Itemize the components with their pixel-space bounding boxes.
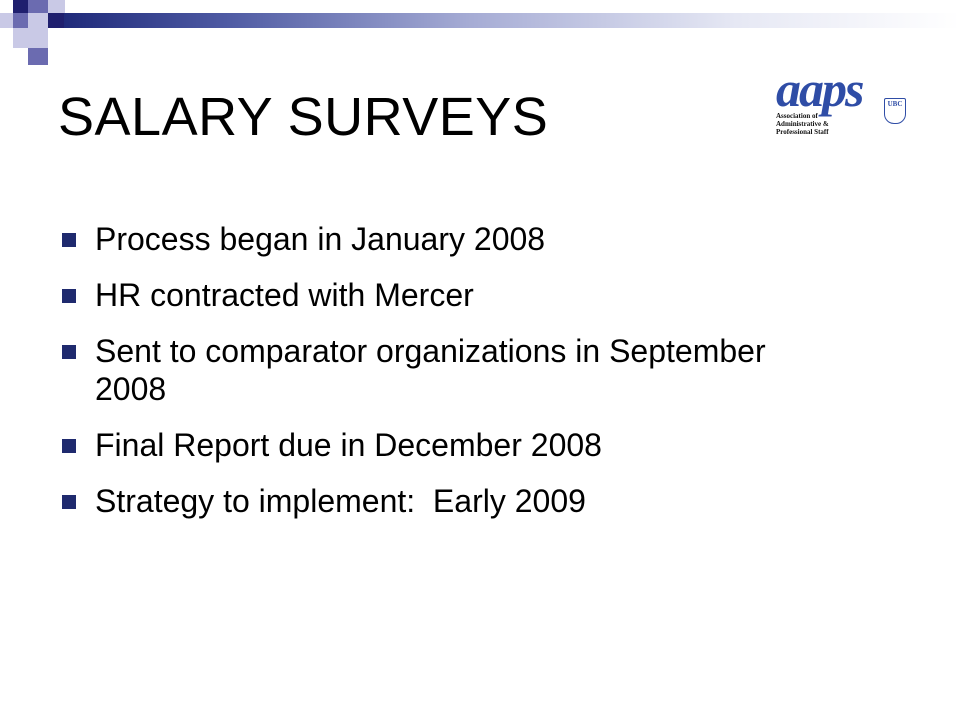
bullet-item: Process began in January 2008 [62, 220, 922, 258]
bullet-text: Strategy to implement: Early 2009 [95, 483, 586, 519]
square-bullet-icon [62, 439, 76, 453]
square-bullet-icon [62, 289, 76, 303]
slide-title: SALARY SURVEYS [58, 87, 549, 147]
aaps-logo: aaps UBC Association of Administrative &… [776, 61, 928, 148]
logo-subtitle-line: Professional Staff [776, 128, 829, 136]
bullet-list: Process began in January 2008 HR contrac… [62, 220, 922, 538]
corner-square-5 [13, 13, 28, 28]
logo-subtitle-line: Administrative & [776, 120, 829, 128]
bullet-item: Strategy to implement: Early 2009 [62, 482, 922, 520]
corner-square-7 [48, 13, 64, 28]
logo-subtitle: Association of Administrative & Professi… [776, 112, 829, 136]
corner-square-1 [13, 0, 28, 13]
corner-square-9 [28, 28, 48, 48]
square-bullet-icon [62, 495, 76, 509]
bullet-item: HR contracted with Mercer [62, 276, 922, 314]
corner-square-8 [13, 28, 28, 48]
square-bullet-icon [62, 345, 76, 359]
square-bullet-icon [62, 233, 76, 247]
top-gradient-bar [64, 13, 960, 28]
bullet-text: Sent to comparator organizations in Sept… [95, 333, 766, 407]
bullet-text: Final Report due in December 2008 [95, 427, 602, 463]
ubc-shield-icon: UBC [884, 98, 906, 124]
corner-square-2 [28, 0, 48, 13]
corner-square-6 [28, 13, 48, 28]
bullet-item: Sent to comparator organizations in Sept… [62, 332, 922, 408]
corner-square-4 [0, 13, 13, 28]
bullet-text: HR contracted with Mercer [95, 277, 474, 313]
logo-subtitle-line: Association of [776, 112, 818, 120]
logo-wordmark: aaps [776, 61, 864, 117]
corner-square-3 [48, 0, 65, 13]
bullet-item: Final Report due in December 2008 [62, 426, 922, 464]
corner-square-10 [28, 48, 48, 65]
bullet-text: Process began in January 2008 [95, 221, 546, 257]
